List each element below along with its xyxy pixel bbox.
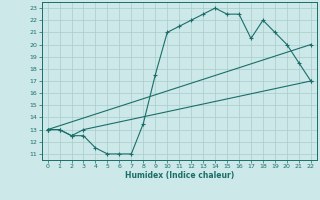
X-axis label: Humidex (Indice chaleur): Humidex (Indice chaleur) bbox=[124, 171, 234, 180]
